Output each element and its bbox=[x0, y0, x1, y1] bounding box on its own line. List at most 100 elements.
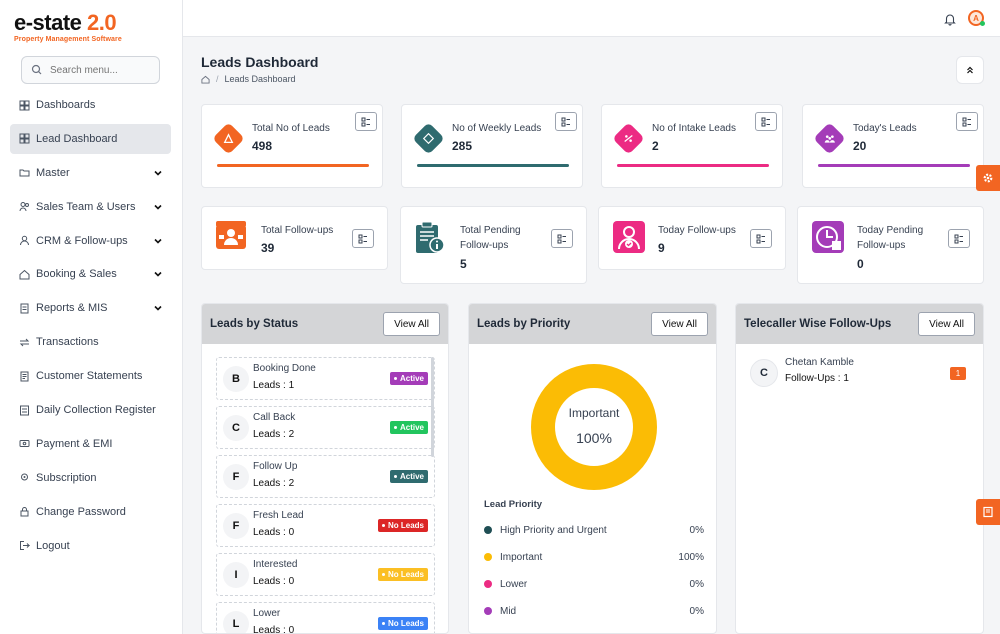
telecaller-followups: Follow-Ups : 1 bbox=[785, 373, 849, 384]
badge-label: Active bbox=[399, 472, 424, 481]
card-menu-button[interactable] bbox=[352, 229, 374, 248]
donut-chart: Important 100% bbox=[529, 362, 659, 492]
legend-dot bbox=[484, 526, 492, 534]
status-avatar: C bbox=[223, 415, 249, 441]
logout-icon bbox=[18, 540, 30, 552]
stat-label-line1: Total Follow-ups bbox=[261, 225, 334, 236]
home-icon bbox=[18, 268, 30, 280]
stat-label-line1: Today Pending bbox=[857, 225, 924, 236]
sidebar-item[interactable]: Lead Dashboard bbox=[10, 123, 171, 154]
leads-by-status-panel: Leads by Status View All B Booking Done Le… bbox=[201, 303, 449, 634]
list-item[interactable]: C Call Back Leads : 2 Active bbox=[216, 406, 435, 449]
list-item[interactable]: C Chetan Kamble Follow-Ups : 1 1 bbox=[750, 357, 970, 393]
settings-tab[interactable] bbox=[976, 165, 1000, 191]
badge-label: Active bbox=[399, 423, 424, 432]
sidebar-item-label: Daily Collection Register bbox=[36, 404, 156, 417]
legend-label: Lower bbox=[500, 578, 528, 590]
card-menu-button[interactable] bbox=[750, 229, 772, 248]
stat-card: No of Intake Leads 2 bbox=[601, 104, 783, 188]
clipboard-icon bbox=[415, 221, 445, 255]
panel-title: Telecaller Wise Follow-Ups bbox=[744, 318, 892, 330]
status-badge: No Leads bbox=[377, 568, 428, 581]
sidebar-item[interactable]: Change Password bbox=[10, 497, 171, 527]
donut-slice[interactable] bbox=[531, 364, 657, 490]
chevron-down-icon[interactable] bbox=[153, 269, 163, 279]
stat-value: 498 bbox=[252, 139, 273, 153]
view-all-button[interactable]: View All bbox=[383, 312, 440, 336]
sidebar-item[interactable]: Logout bbox=[10, 531, 171, 561]
status-badge: Active bbox=[389, 421, 428, 434]
logo-version: 2.0 bbox=[87, 10, 117, 35]
status-name: Interested bbox=[253, 559, 298, 570]
status-badge: Active bbox=[389, 372, 428, 385]
home-icon[interactable] bbox=[201, 75, 210, 84]
sidebar-item[interactable]: Daily Collection Register bbox=[10, 395, 171, 425]
card-menu-button[interactable] bbox=[355, 112, 377, 131]
sidebar-item[interactable]: Sales Team & Users bbox=[10, 192, 171, 222]
list-item[interactable]: I Interested Leads : 0 No Leads bbox=[216, 553, 435, 596]
notes-tab[interactable] bbox=[976, 499, 1000, 525]
search-box[interactable] bbox=[21, 56, 160, 84]
legend-value: 0% bbox=[689, 578, 704, 590]
stat-bar bbox=[617, 164, 769, 167]
sidebar-item-label: Customer Statements bbox=[36, 370, 143, 383]
logo[interactable]: e-state 2.0 Property Management Software bbox=[14, 10, 122, 43]
search-input[interactable] bbox=[50, 64, 150, 76]
card-menu-button[interactable] bbox=[956, 112, 978, 131]
legend-label: Important bbox=[500, 551, 543, 563]
folder-icon bbox=[18, 167, 30, 179]
chevron-down-icon[interactable] bbox=[153, 236, 163, 246]
sidebar-item[interactable]: Subscription bbox=[10, 463, 171, 493]
list-item[interactable]: F Fresh Lead Leads : 0 No Leads bbox=[216, 504, 435, 547]
bell-icon[interactable] bbox=[943, 12, 957, 26]
sidebar-item[interactable]: Dashboards bbox=[10, 90, 171, 120]
status-list: B Booking Done Leads : 1 Active C Call Back Le… bbox=[216, 357, 435, 633]
chevron-down-icon[interactable] bbox=[153, 168, 163, 178]
card-menu-button[interactable] bbox=[948, 229, 970, 248]
user-check-icon bbox=[613, 221, 645, 253]
sidebar-item[interactable]: Master bbox=[10, 158, 171, 188]
telecaller-name: Chetan Kamble bbox=[785, 357, 854, 368]
stat-card: Today Pending Follow-ups 0 bbox=[797, 206, 984, 284]
legend-dot bbox=[484, 553, 492, 561]
topbar: A bbox=[183, 0, 1000, 37]
view-all-button[interactable]: View All bbox=[651, 312, 708, 336]
list-icon bbox=[761, 117, 771, 127]
logo-text: e-state bbox=[14, 10, 82, 35]
status-badge: No Leads bbox=[377, 519, 428, 532]
online-dot bbox=[980, 21, 985, 26]
users-icon bbox=[18, 201, 30, 213]
chevron-down-icon[interactable] bbox=[153, 202, 163, 212]
status-name: Booking Done bbox=[253, 363, 316, 374]
list-item[interactable]: B Booking Done Leads : 1 Active bbox=[216, 357, 435, 400]
card-menu-button[interactable] bbox=[555, 112, 577, 131]
stat-bar bbox=[217, 164, 369, 167]
register-icon bbox=[18, 404, 30, 416]
chevron-down-icon[interactable] bbox=[153, 303, 163, 313]
list-item[interactable]: F Follow Up Leads : 2 Active bbox=[216, 455, 435, 498]
donut-value: 100% bbox=[576, 430, 612, 446]
avatar[interactable]: A bbox=[968, 10, 985, 26]
sidebar-item[interactable]: CRM & Follow-ups bbox=[10, 226, 171, 256]
sidebar-item[interactable]: Transactions bbox=[10, 327, 171, 357]
status-count: Leads : 1 bbox=[253, 380, 295, 391]
sidebar-item[interactable]: Reports & MIS bbox=[10, 293, 171, 323]
sidebar-item-label: Transactions bbox=[36, 336, 99, 349]
stat-bar bbox=[818, 164, 970, 167]
stat-label: Today Pending Follow-ups bbox=[857, 223, 923, 253]
status-count: Leads : 0 bbox=[253, 576, 295, 587]
sidebar-item[interactable]: Booking & Sales bbox=[10, 259, 171, 289]
list-icon bbox=[954, 234, 964, 244]
sidebar-item[interactable]: Payment & EMI bbox=[10, 429, 171, 459]
stat-value: 0 bbox=[857, 257, 864, 271]
collapse-button[interactable] bbox=[956, 56, 984, 84]
list-item[interactable]: L Lower Leads : 0 No Leads bbox=[216, 602, 435, 633]
card-menu-button[interactable] bbox=[755, 112, 777, 131]
sidebar-item[interactable]: Customer Statements bbox=[10, 361, 171, 391]
scrollbar[interactable] bbox=[431, 357, 434, 457]
status-avatar: I bbox=[223, 562, 249, 588]
badge-label: No Leads bbox=[387, 619, 424, 628]
list-icon bbox=[756, 234, 766, 244]
card-menu-button[interactable] bbox=[551, 229, 573, 248]
view-all-button[interactable]: View All bbox=[918, 312, 975, 336]
